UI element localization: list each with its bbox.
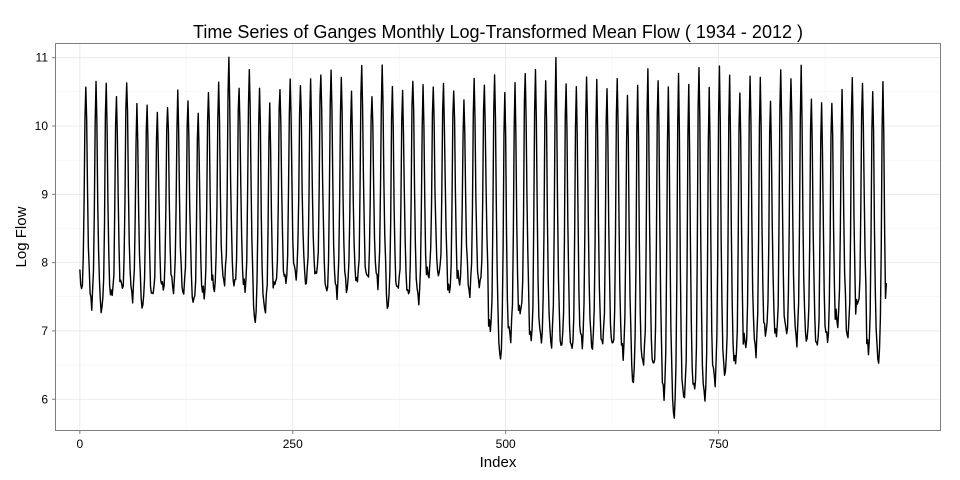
series-line <box>79 56 888 419</box>
x-tick-label: 500 <box>496 437 516 451</box>
y-tick-label: 10 <box>35 119 49 133</box>
y-tick-label: 7 <box>41 324 48 338</box>
y-tick-label: 6 <box>41 392 48 406</box>
series-layer <box>79 56 888 419</box>
chart-title: Time Series of Ganges Monthly Log-Transf… <box>193 22 803 42</box>
y-axis-title: Log Flow <box>13 206 30 267</box>
x-tick-label: 0 <box>77 437 84 451</box>
y-tick-label: 11 <box>36 51 49 65</box>
plot-panel-border <box>55 43 941 431</box>
x-axis-title: Index <box>480 454 517 471</box>
y-tick-label: 9 <box>41 187 48 201</box>
x-axis: 0 250 500 750 <box>77 430 729 451</box>
y-tick-label: 8 <box>41 256 48 270</box>
x-tick-label: 750 <box>709 437 729 451</box>
y-axis: 6 7 8 9 10 11 <box>35 51 56 406</box>
x-tick-label: 250 <box>283 437 303 451</box>
